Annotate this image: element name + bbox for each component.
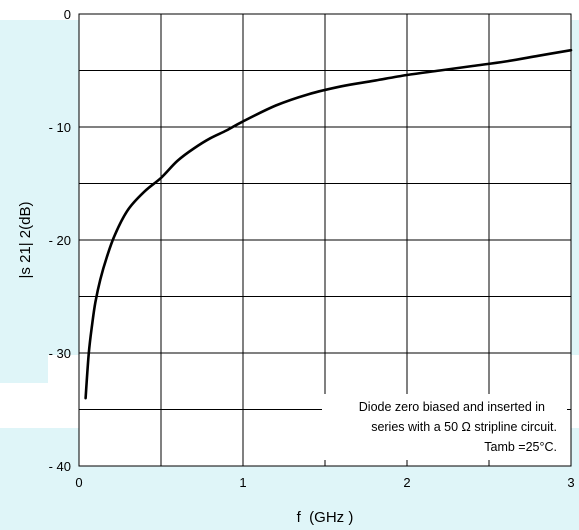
x-tick-label: 2 — [403, 475, 410, 490]
y-tick-label: - 20 — [49, 233, 71, 248]
y-axis-label: |s 21| 2(dB) — [17, 202, 34, 279]
y-tick-labels: 0 - 10 - 20 - 30 - 40 — [49, 7, 71, 474]
x-tick-labels: 0 1 2 3 — [75, 475, 574, 490]
x-tick-label: 3 — [567, 475, 574, 490]
annotation-line-2: series with a 50 Ω stripline circuit. — [371, 420, 557, 434]
y-tick-label: - 30 — [49, 346, 71, 361]
y-tick-label: - 10 — [49, 120, 71, 135]
y-tick-label: 0 — [64, 7, 71, 22]
x-axis-label: f (GHz ) — [297, 509, 354, 526]
watermark-block-left — [0, 355, 48, 383]
annotation-line-1: Diode zero biased and inserted in — [359, 400, 545, 414]
x-tick-label: 1 — [239, 475, 246, 490]
y-tick-label: - 40 — [49, 459, 71, 474]
grid — [79, 14, 571, 466]
annotation-line-3: Tamb =25°C. — [484, 440, 557, 454]
x-tick-label: 0 — [75, 475, 82, 490]
series-line — [84, 48, 573, 400]
annotation-background — [322, 394, 567, 460]
